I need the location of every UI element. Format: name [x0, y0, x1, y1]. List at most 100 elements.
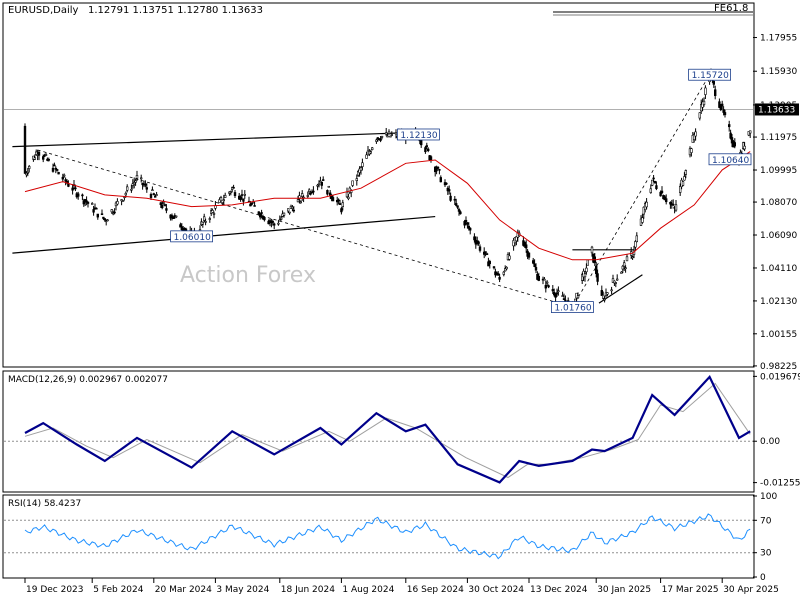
candle-body — [384, 132, 388, 135]
candle-body — [286, 208, 290, 212]
candle-body — [436, 166, 440, 169]
candle-body — [622, 262, 626, 267]
candle-body — [326, 190, 329, 195]
candle-body — [625, 256, 629, 262]
candle-body — [95, 207, 98, 210]
candle-body — [163, 204, 167, 206]
candle-body — [130, 188, 133, 191]
rsi-tick-label: 100 — [760, 492, 777, 502]
candle-body — [41, 156, 45, 160]
candle-body — [279, 217, 283, 220]
candle-body — [678, 185, 682, 193]
trend-line — [598, 274, 643, 304]
candle-body — [53, 164, 56, 167]
candle-body — [106, 219, 109, 222]
candle-body — [723, 112, 727, 116]
candle-body — [508, 255, 511, 260]
candle-body — [631, 256, 634, 259]
candle-body — [319, 180, 322, 183]
candle-body — [505, 266, 508, 270]
time-axis: 19 Dec 2023 5 Feb 2024 20 Mar 2024 3 May 20… — [24, 578, 779, 595]
candle-body — [473, 236, 476, 241]
candle-body — [477, 241, 480, 244]
candle-body — [337, 199, 340, 202]
rsi-tick-label: 30 — [760, 549, 772, 559]
candle-body — [389, 135, 392, 138]
candle-body — [365, 154, 368, 159]
rsi-axis: 100 70 30 0 — [4, 492, 777, 583]
candle-body — [380, 135, 384, 138]
candle-body — [57, 171, 60, 175]
candle-body — [126, 186, 129, 191]
candle-body — [690, 148, 693, 153]
candle-body — [54, 167, 58, 170]
candle-body — [614, 282, 618, 284]
candle-body — [219, 197, 223, 202]
candle-body — [664, 198, 668, 203]
trend-line — [12, 215, 436, 254]
candle-body — [277, 222, 280, 225]
candle-body — [684, 170, 688, 175]
candle-body — [683, 176, 686, 181]
candle-body — [624, 267, 627, 269]
candle-body — [555, 292, 559, 295]
candle-body — [92, 209, 95, 213]
candle-body — [544, 285, 548, 289]
time-tick-label: 16 Sep 2024 — [407, 585, 464, 595]
candle-body — [394, 132, 398, 135]
candle-body — [320, 181, 323, 186]
candle-body — [590, 246, 594, 254]
candle-body — [492, 266, 496, 269]
candle-body — [704, 87, 707, 95]
candle-body — [621, 265, 625, 270]
candle-body — [74, 187, 77, 190]
candle-body — [652, 177, 655, 180]
candle-body — [730, 137, 734, 144]
candle-body — [347, 196, 350, 200]
candle-body — [77, 193, 80, 197]
watermark: Action Forex — [180, 263, 316, 288]
candle-body — [140, 177, 143, 180]
candle-body — [321, 179, 325, 181]
candle-body — [361, 162, 364, 167]
time-tick-label: 18 Jun 2024 — [281, 585, 335, 595]
trend-line — [12, 131, 437, 148]
candle-body — [240, 194, 244, 196]
candle-body — [502, 271, 505, 275]
candle-body — [257, 211, 260, 215]
candle-body — [252, 201, 255, 204]
macd-title: MACD(12,26,9) 0.002967 0.002077 — [8, 375, 168, 385]
candle-body — [464, 219, 468, 223]
candle-body — [596, 273, 599, 282]
price-labels: 1.15720 1.12130 1.10640 1.06010 1.01760 — [170, 68, 752, 314]
time-tick-label: 30 Apr 2025 — [723, 585, 779, 595]
candle-body — [278, 219, 281, 222]
candle-body — [478, 246, 482, 251]
candle-body — [429, 156, 433, 161]
candle-body — [113, 211, 116, 214]
rsi-title: RSI(14) 58.4237 — [8, 499, 81, 509]
candle-body — [298, 195, 301, 200]
candle-body — [105, 220, 108, 223]
ohlc-values: 1.12791 1.13751 1.12780 1.13633 — [88, 5, 263, 16]
candle-body — [601, 294, 605, 299]
candle-body — [145, 187, 148, 190]
candle-body — [561, 295, 564, 297]
price-tick-label: 1.00155 — [760, 330, 797, 340]
candle-body — [23, 125, 27, 174]
candle-body — [576, 295, 580, 299]
candle-body — [482, 251, 486, 255]
candle-body — [694, 131, 697, 137]
candle-body — [121, 200, 125, 202]
candle-body — [26, 171, 29, 174]
candle-body — [557, 290, 560, 292]
candle-body — [165, 208, 168, 211]
annotations — [12, 11, 753, 308]
candle-body — [152, 193, 155, 195]
candle-body — [562, 298, 566, 301]
time-tick-label: 20 Mar 2024 — [155, 585, 212, 595]
candle-body — [348, 187, 351, 193]
candle-body — [594, 265, 598, 274]
candle-body — [201, 221, 204, 225]
